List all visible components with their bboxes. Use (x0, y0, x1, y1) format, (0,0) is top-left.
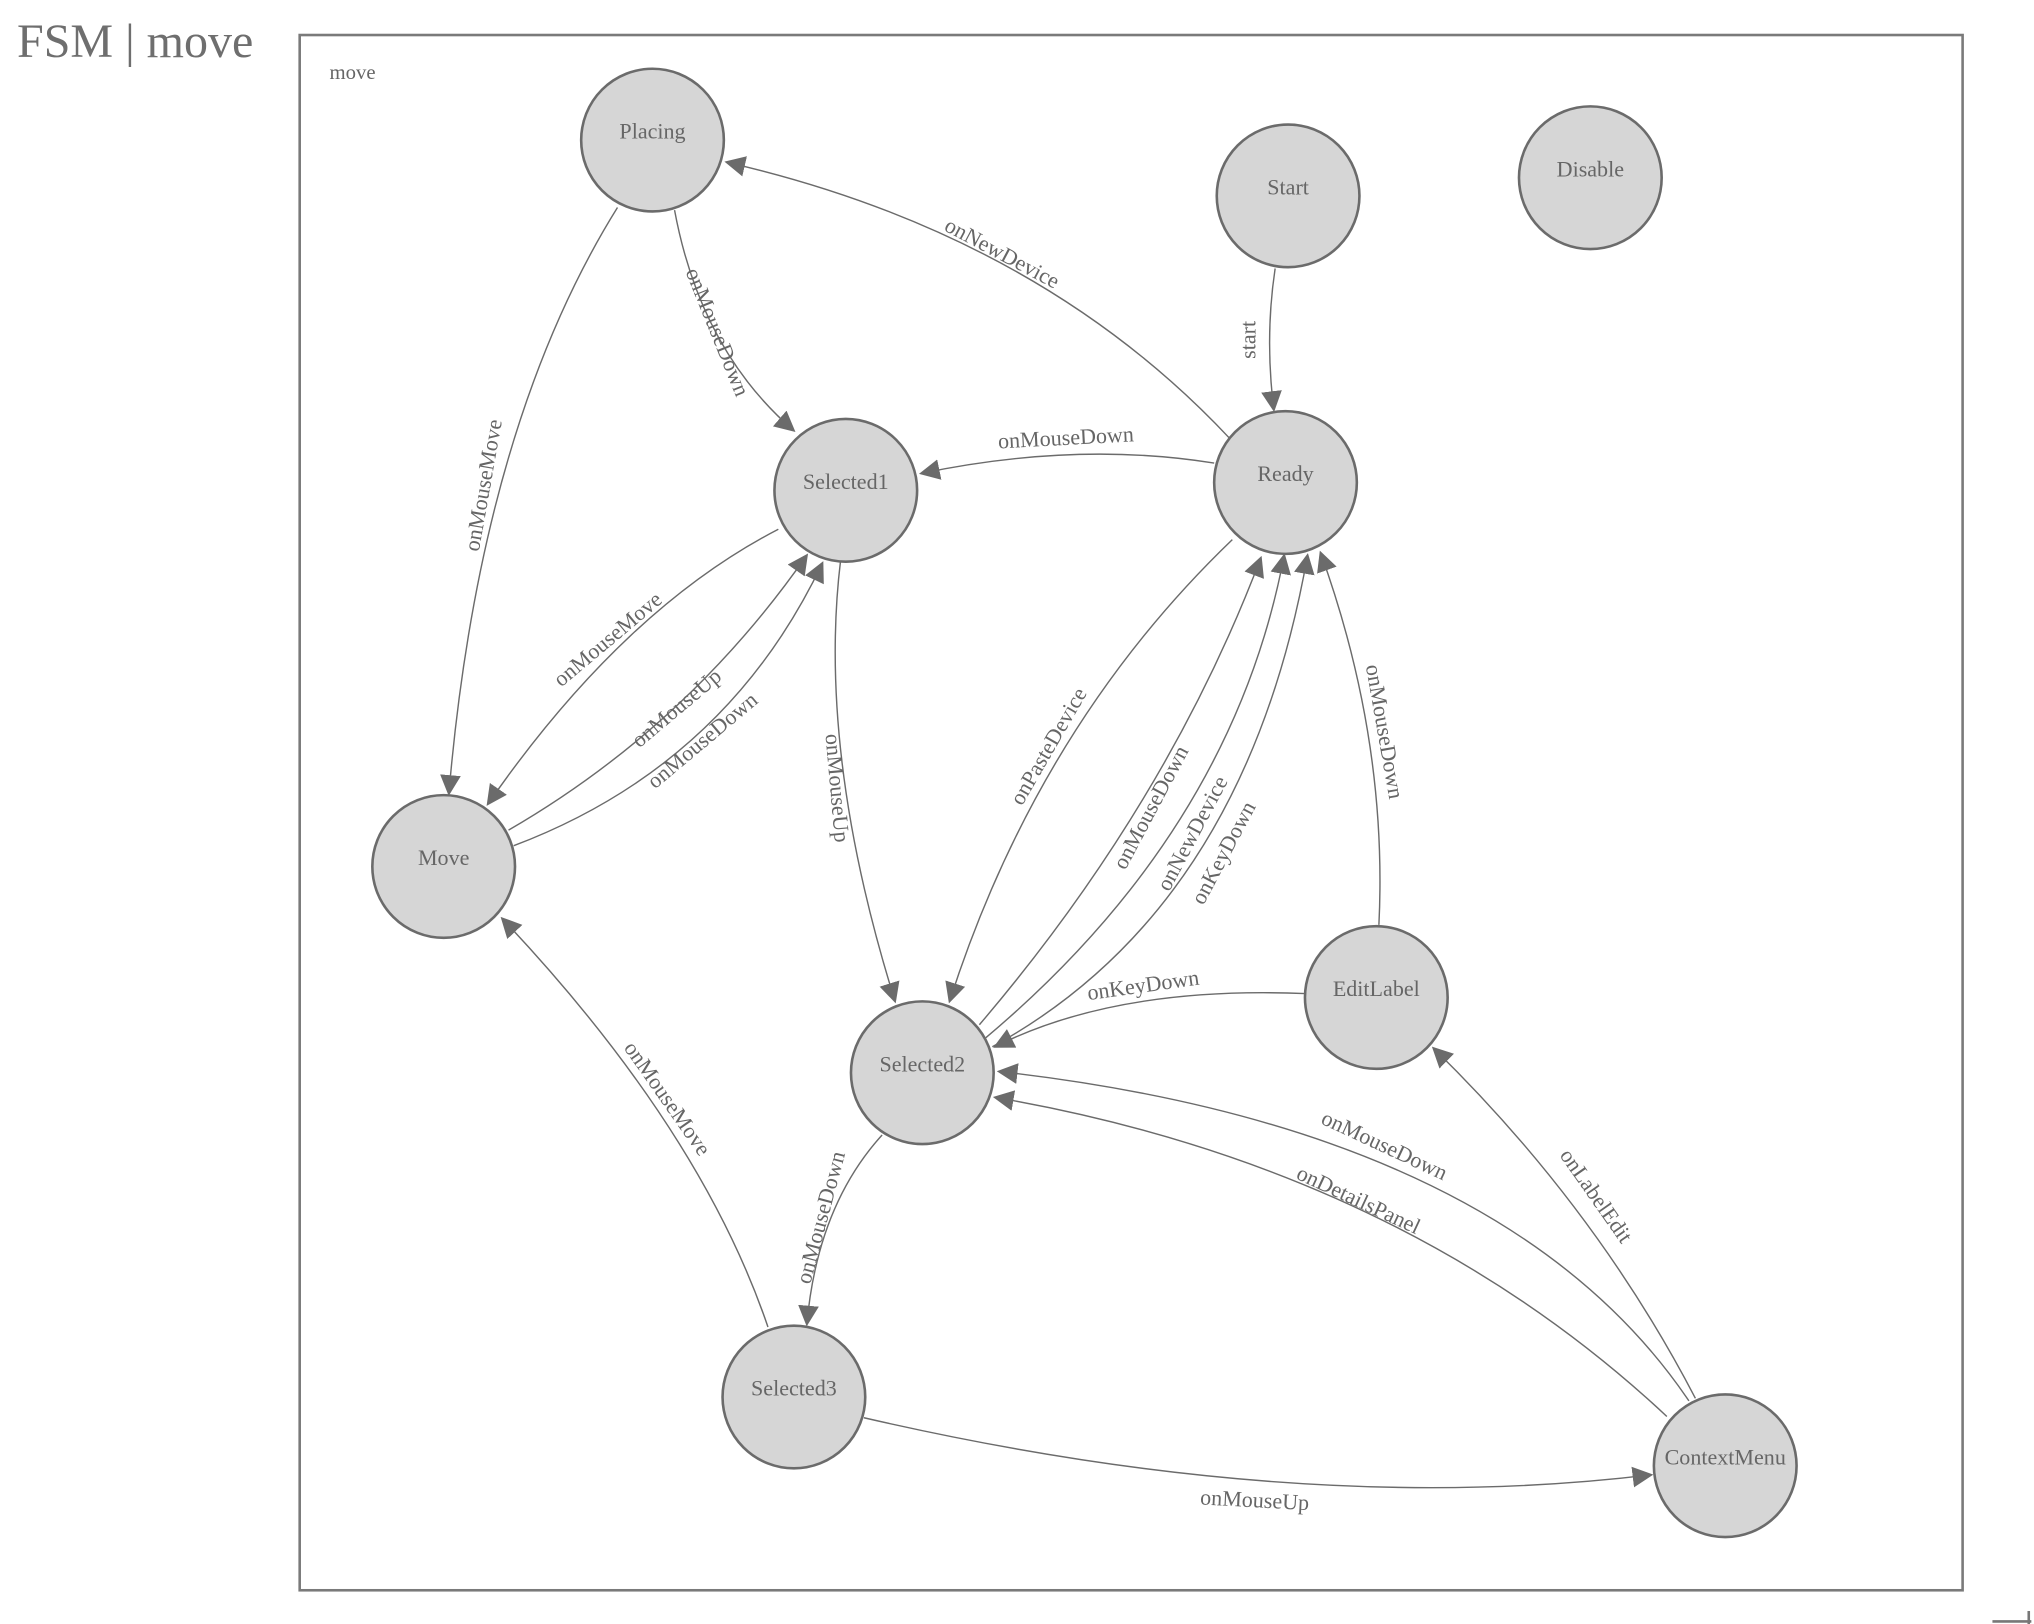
transition-arrow (500, 916, 769, 1328)
transition-arrow (978, 555, 1264, 1026)
transition-arrow (993, 992, 1305, 1048)
state-label: EditLabel (1333, 976, 1420, 1001)
state-label: Disable (1557, 156, 1625, 181)
transition-arrow (996, 1063, 1690, 1402)
state-circle[interactable] (579, 67, 726, 213)
transition-arrow (1261, 268, 1282, 412)
state-contextmenu[interactable]: ContextMenu (1652, 1393, 1798, 1539)
transition-arrow (1431, 1046, 1697, 1399)
transition-ready-selected2: onPasteDevice (945, 539, 1233, 1004)
transition-arrow (918, 453, 1215, 480)
transition-selected1-move: onMouseMove (486, 528, 779, 806)
transition-label: onDetailsPanel (1293, 1160, 1425, 1239)
state-editlabel[interactable]: EditLabel (1303, 924, 1449, 1071)
state-move[interactable]: Move (371, 793, 517, 940)
transition-placing-selected1: onMouseDown (673, 210, 796, 433)
transition-arrow (798, 1134, 883, 1327)
transition-contextmenu-editlabel: onLabelEdit (1431, 1046, 1697, 1399)
state-circle[interactable] (849, 1000, 995, 1146)
transition-arrow (724, 156, 1231, 439)
transition-arrow (1317, 550, 1381, 925)
transition-selected3-contextmenu: onMouseUp (863, 1417, 1654, 1515)
state-circle[interactable] (1212, 409, 1359, 556)
state-circle[interactable] (1303, 924, 1449, 1071)
transition-label: onMouseDown (681, 264, 755, 399)
transition-label: onMouseDown (791, 1148, 850, 1286)
state-label: Selected3 (751, 1376, 837, 1401)
transition-label: onLabelEdit (1555, 1144, 1638, 1248)
state-circle[interactable] (1517, 105, 1663, 251)
frame-label: move (330, 62, 376, 84)
transition-ready-placing: onNewDevice (724, 156, 1231, 439)
state-label: Selected2 (879, 1051, 965, 1076)
transition-label: onMouseDown (642, 687, 762, 794)
transition-label: onMouseMove (619, 1036, 716, 1160)
corner-mark (1992, 1611, 2032, 1624)
state-start[interactable]: Start (1215, 123, 1361, 269)
state-selected2[interactable]: Selected2 (849, 1000, 995, 1146)
diagram-frame (298, 33, 1964, 1592)
state-circle[interactable] (1215, 123, 1361, 269)
transition-arrow (673, 210, 796, 433)
state-selected3[interactable]: Selected3 (721, 1324, 867, 1470)
transition-label: onNewDevice (941, 212, 1064, 293)
state-label: ContextMenu (1665, 1444, 1786, 1469)
transition-label: onMouseMove (548, 586, 666, 691)
transition-arrow (992, 553, 1315, 1048)
transition-arrow (992, 1090, 1668, 1417)
transition-contextmenu-selected2: onDetailsPanel (992, 1090, 1668, 1417)
state-circle[interactable] (721, 1324, 867, 1470)
transition-arrow (863, 1417, 1654, 1489)
transition-placing-move: onMouseMove (440, 207, 619, 796)
state-label: Move (418, 845, 470, 870)
transition-selected2-selected3: onMouseDown (791, 1134, 883, 1327)
transition-label: onMouseDown (1318, 1105, 1452, 1185)
transition-label: onMouseDown (997, 421, 1134, 453)
transition-arrow (945, 539, 1233, 1004)
transition-contextmenu-selected2: onMouseDown (996, 1063, 1690, 1402)
transition-arrow (834, 560, 900, 1004)
transition-ready-selected1: onMouseDown (918, 421, 1215, 480)
transition-label: onMouseMove (459, 417, 507, 553)
state-circle[interactable] (371, 793, 517, 940)
transition-editlabel-selected2: onKeyDown (993, 965, 1305, 1048)
state-disable[interactable]: Disable (1517, 105, 1663, 251)
transition-selected3-move: onMouseMove (500, 916, 769, 1328)
transition-label: start (1236, 321, 1261, 359)
transition-label: onMouseUp (1200, 1484, 1310, 1515)
transition-arrow (985, 553, 1291, 1039)
state-selected1[interactable]: Selected1 (773, 417, 919, 563)
transition-label: onPasteDevice (1005, 683, 1092, 809)
state-label: Placing (619, 119, 685, 144)
state-label: Start (1267, 174, 1309, 199)
state-placing[interactable]: Placing (579, 67, 726, 213)
transition-label: onMouseUp (820, 733, 854, 844)
state-label: Ready (1257, 461, 1313, 486)
page-title: FSM | move (17, 15, 254, 68)
transition-label: onKeyDown (1086, 965, 1201, 1005)
transition-arrow (513, 561, 824, 847)
transition-start-ready: start (1236, 268, 1282, 412)
state-circle[interactable] (773, 417, 919, 563)
transition-editlabel-ready: onMouseDown (1317, 550, 1409, 925)
state-ready[interactable]: Ready (1212, 409, 1359, 556)
state-label: Selected1 (803, 469, 889, 494)
transition-arrow (440, 207, 619, 796)
transition-arrow (486, 528, 779, 806)
transition-arrow (508, 553, 809, 831)
transition-selected1-selected2: onMouseUp (820, 560, 900, 1004)
state-circle[interactable] (1652, 1393, 1798, 1539)
